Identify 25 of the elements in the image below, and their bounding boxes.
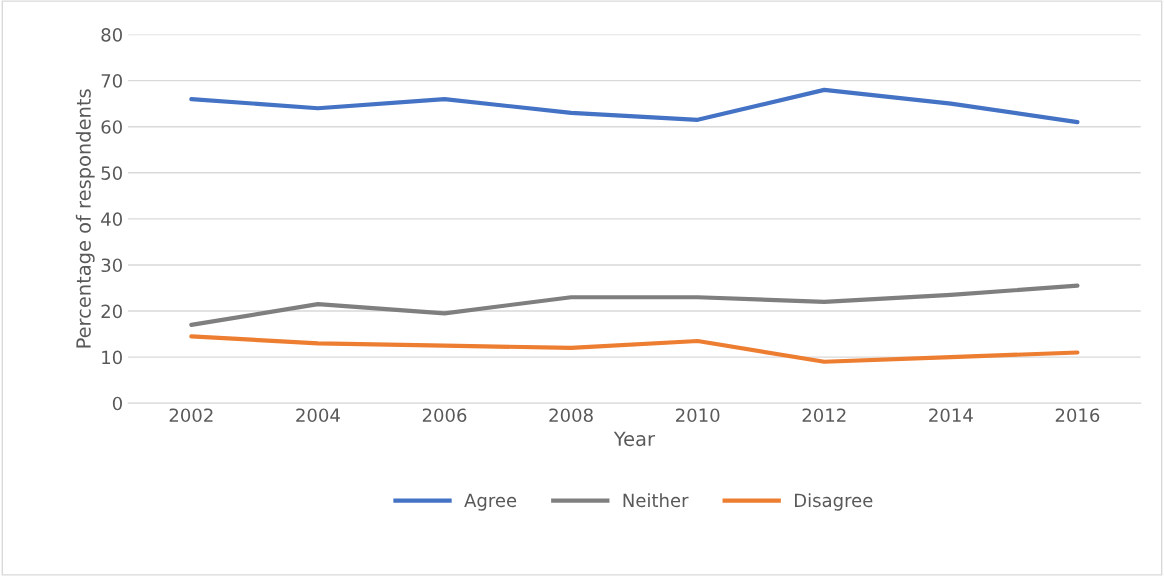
- y-axis-title: Percentage of respondents: [75, 89, 95, 348]
- x-tick-label: 2004: [296, 408, 340, 423]
- line-series: [189, 283, 1080, 327]
- y-tick-label: 60: [101, 120, 122, 134]
- y-tick-label: 40: [101, 212, 122, 226]
- y-tick-label: 80: [101, 28, 122, 42]
- y-tick-label: 30: [101, 258, 122, 273]
- legend-label: Disagree: [795, 493, 873, 511]
- x-tick-label: 2014: [929, 408, 973, 423]
- x-tick-label: 2016: [1055, 408, 1100, 423]
- y-tick-label: 50: [101, 166, 122, 180]
- y-tick-label: 0: [112, 396, 122, 411]
- x-tick-label: 2010: [676, 408, 720, 423]
- legend-label: Agree: [464, 493, 517, 511]
- x-tick-label: 2008: [549, 408, 593, 423]
- x-tick-label: 2006: [422, 408, 467, 423]
- y-tick-label: 20: [101, 304, 122, 319]
- y-tick-label: 10: [102, 350, 122, 365]
- line-series: [189, 87, 1080, 125]
- legend-label: Neither: [623, 493, 689, 508]
- line-series: [189, 334, 1080, 364]
- x-tick-label: 2012: [802, 408, 846, 423]
- y-tick-label: 70: [101, 74, 122, 88]
- x-axis-title: Year: [613, 431, 655, 447]
- x-tick-label: 2002: [169, 408, 213, 423]
